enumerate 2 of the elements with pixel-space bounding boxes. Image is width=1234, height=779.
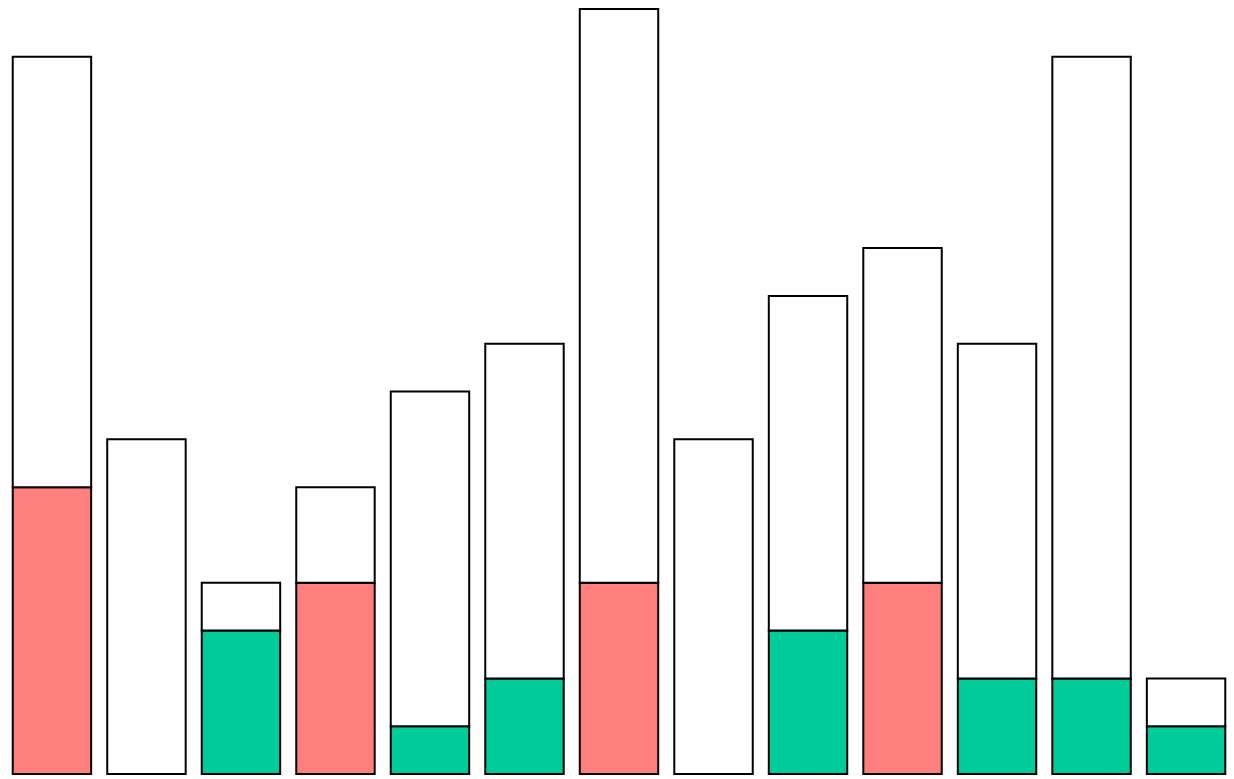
bar — [106, 438, 187, 775]
bar — [673, 438, 754, 775]
